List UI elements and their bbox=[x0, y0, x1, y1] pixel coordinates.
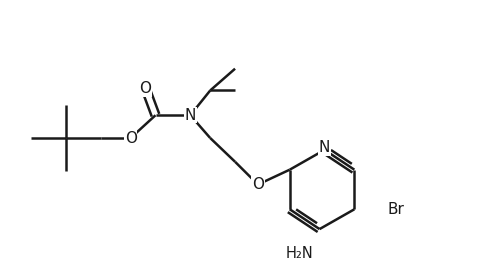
Text: N: N bbox=[318, 140, 329, 155]
Text: O: O bbox=[139, 81, 151, 96]
Text: Br: Br bbox=[386, 202, 403, 217]
Text: H₂N: H₂N bbox=[285, 246, 313, 261]
Text: O: O bbox=[251, 177, 264, 192]
Text: N: N bbox=[184, 108, 196, 123]
Text: O: O bbox=[124, 130, 136, 145]
